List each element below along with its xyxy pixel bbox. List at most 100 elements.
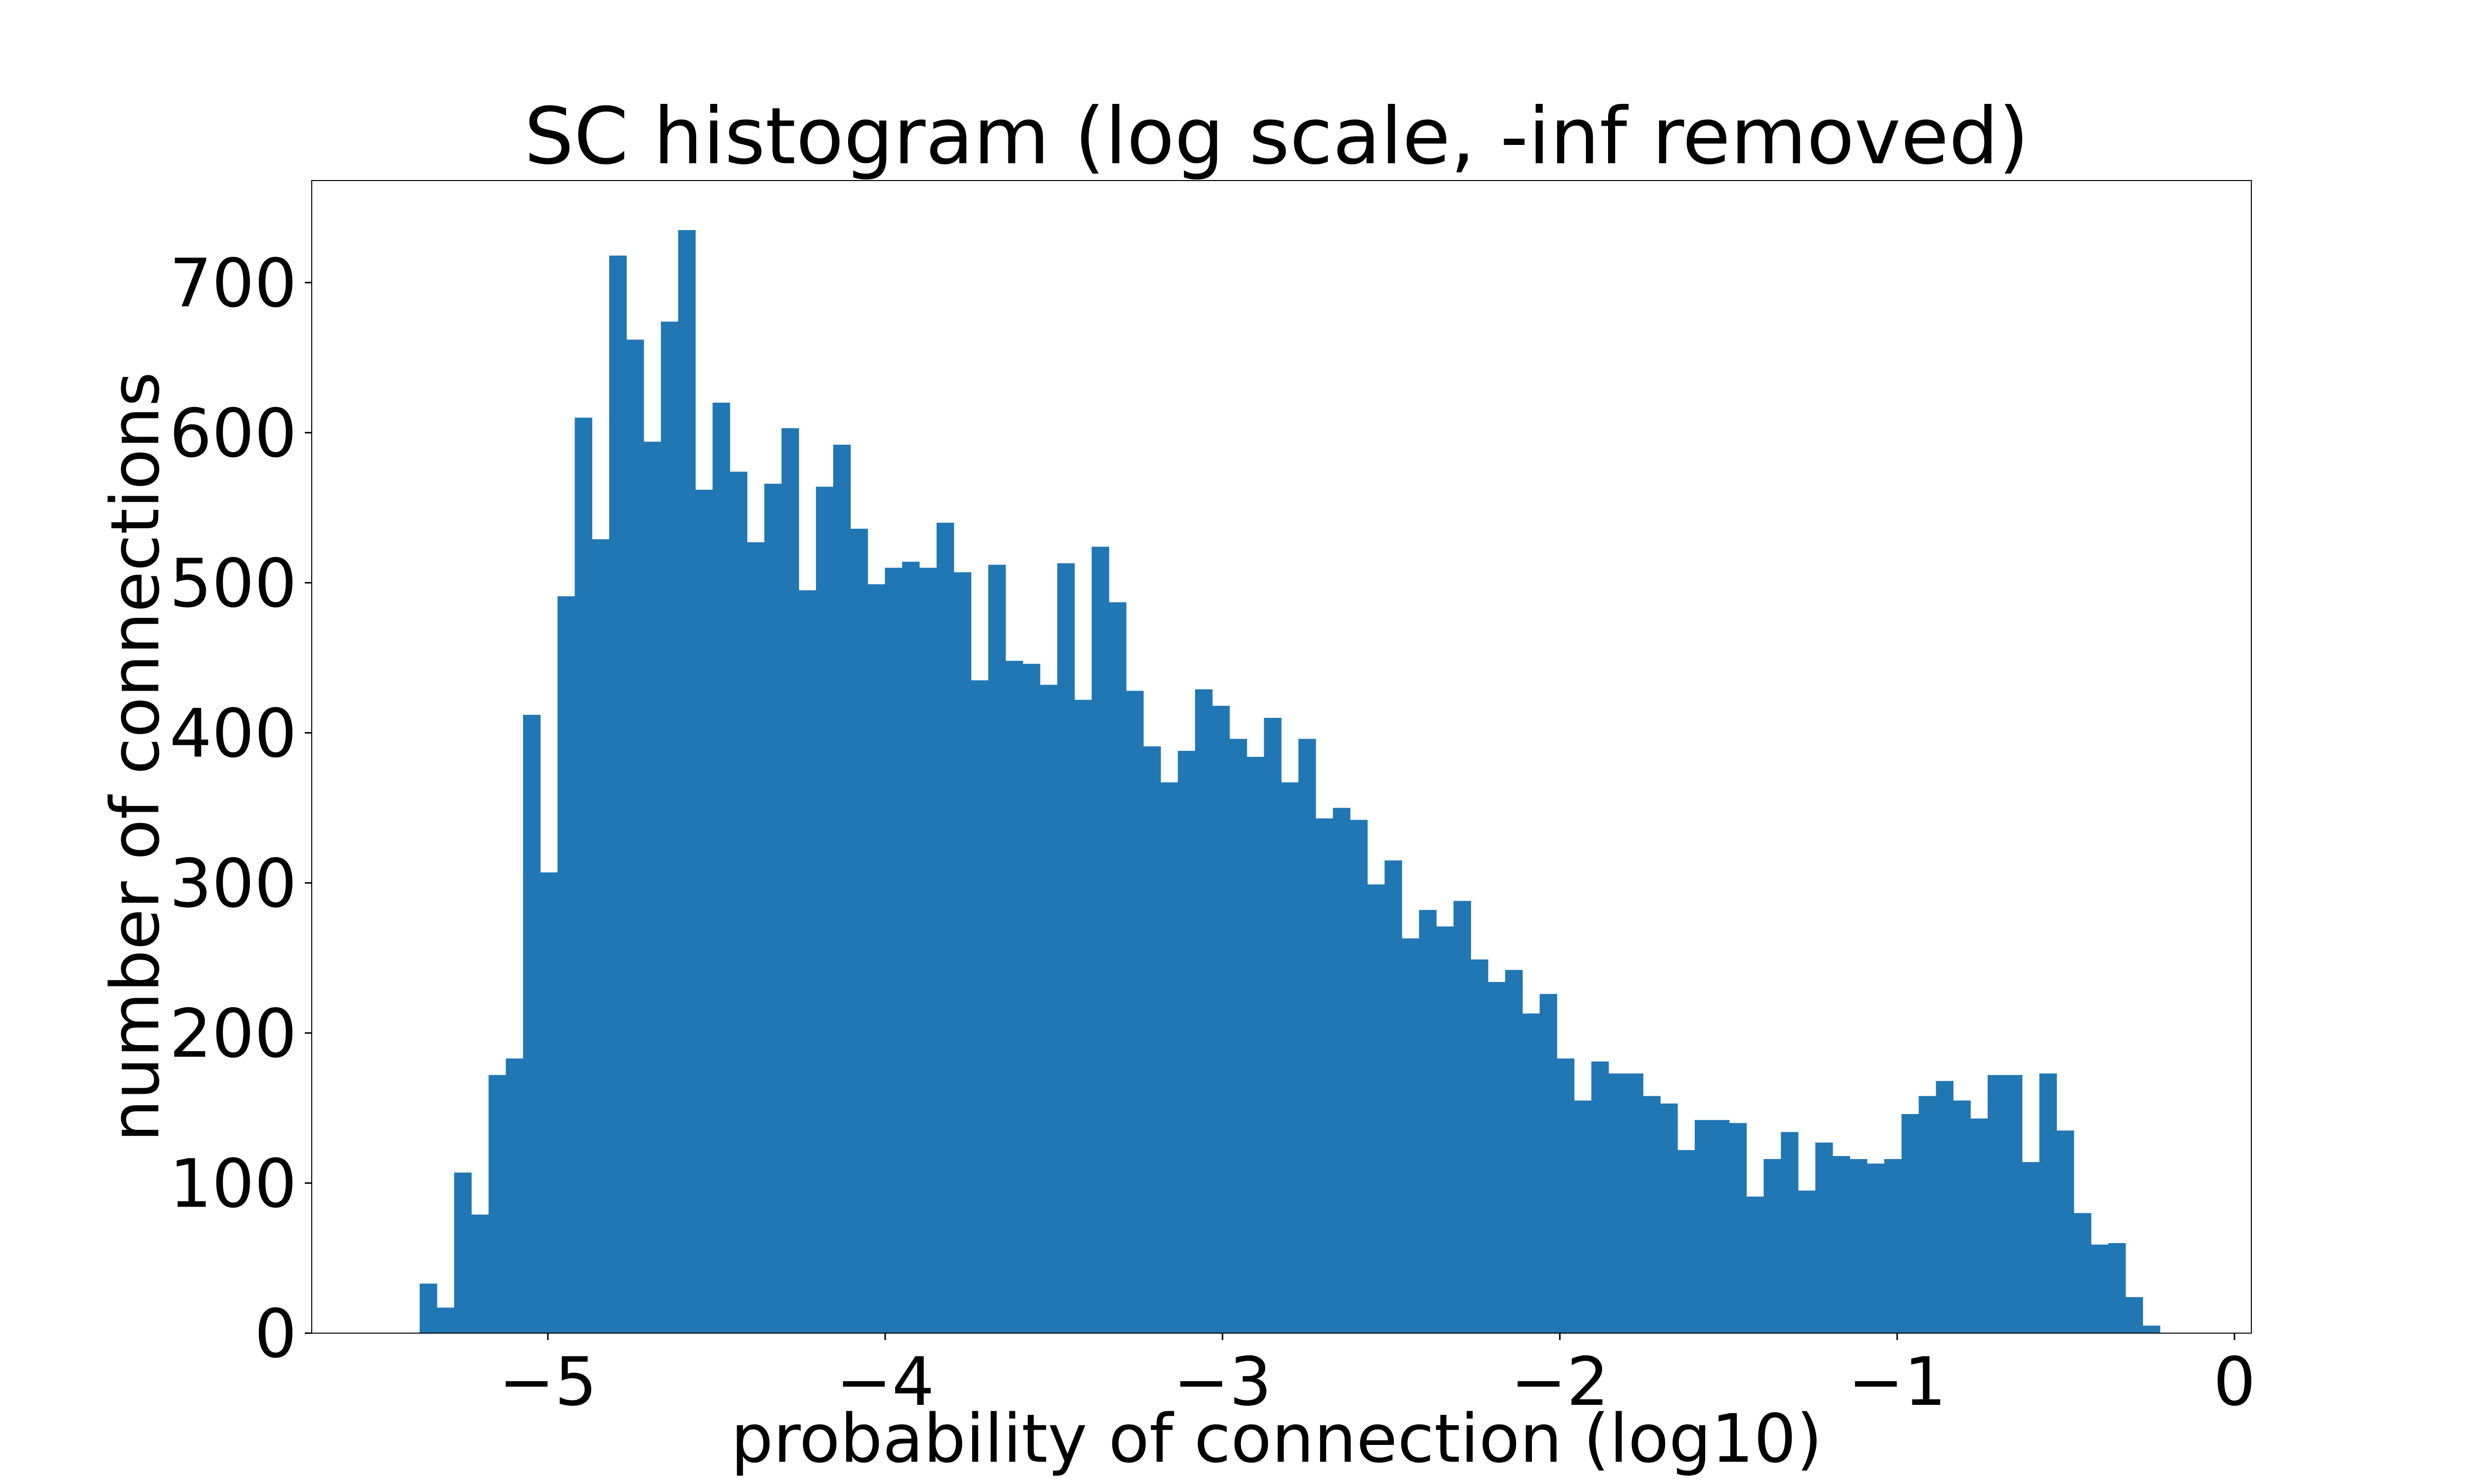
histogram-bar xyxy=(1608,1073,1626,1333)
histogram-bar xyxy=(1884,1159,1902,1333)
histogram-bar xyxy=(1195,689,1213,1333)
histogram-bar xyxy=(1574,1100,1592,1333)
histogram-bar xyxy=(471,1214,489,1333)
histogram-bar xyxy=(1332,808,1351,1333)
y-axis-label: number of connections xyxy=(96,372,174,1142)
histogram-bar xyxy=(850,528,868,1333)
histogram-bar xyxy=(2074,1213,2092,1333)
histogram-bar xyxy=(1022,663,1041,1333)
chart-title: SC histogram (log scale, -inf removed) xyxy=(524,91,2029,182)
histogram-bar xyxy=(919,567,937,1333)
histogram-bar xyxy=(713,403,730,1333)
y-tick-label: 700 xyxy=(169,244,297,322)
histogram-bar xyxy=(2091,1245,2109,1333)
histogram-bar xyxy=(1729,1123,1747,1333)
histogram-bar xyxy=(1763,1159,1781,1333)
y-tick-label: 400 xyxy=(169,695,297,772)
histogram-bar xyxy=(833,444,851,1334)
x-axis: −5 −4 −3 −2 −1 0 xyxy=(499,1333,2256,1421)
histogram-bar xyxy=(661,322,679,1334)
histogram-bar xyxy=(747,542,765,1333)
histogram-bar xyxy=(1781,1132,1799,1333)
histogram-bar xyxy=(1643,1096,1661,1333)
histogram-bar xyxy=(1901,1114,1919,1333)
histogram-bar xyxy=(626,339,644,1333)
histogram-bar xyxy=(678,230,696,1333)
histogram-bar xyxy=(1712,1120,1730,1333)
histogram-bar xyxy=(1298,739,1316,1333)
histogram-bar xyxy=(1264,718,1282,1333)
histogram-bar xyxy=(2039,1073,2057,1333)
histogram-bar xyxy=(816,486,834,1334)
histogram-bar xyxy=(1488,982,1506,1333)
histogram-bar xyxy=(1178,750,1195,1333)
histogram-bar xyxy=(1832,1156,1851,1333)
histogram-bar xyxy=(1591,1061,1609,1333)
x-tick-label: −5 xyxy=(499,1343,597,1421)
x-tick-label: −1 xyxy=(1848,1343,1947,1421)
histogram-bar xyxy=(1384,860,1402,1333)
histogram-bar xyxy=(1867,1163,1885,1333)
histogram-bar xyxy=(2056,1130,2074,1333)
y-tick-label: 100 xyxy=(169,1145,297,1223)
histogram-bar xyxy=(506,1058,523,1333)
histogram-bar xyxy=(1057,563,1075,1333)
y-tick-label: 0 xyxy=(254,1295,297,1373)
x-axis-label: probability of connection (log10) xyxy=(731,1400,1822,1478)
histogram-bar xyxy=(971,680,989,1333)
histogram-bar xyxy=(729,471,748,1333)
x-tick-label: 0 xyxy=(2213,1343,2256,1421)
histogram-bar xyxy=(557,596,575,1333)
x-tick-label: −2 xyxy=(1511,1343,1609,1421)
histogram-bar xyxy=(764,483,782,1333)
histogram-bar xyxy=(643,441,662,1333)
histogram-bar xyxy=(523,715,541,1333)
histogram-bar xyxy=(1005,660,1023,1333)
histogram-bar xyxy=(1229,739,1247,1333)
histogram-bar xyxy=(609,255,627,1334)
histogram-bar xyxy=(781,428,799,1333)
bars-group xyxy=(420,230,2160,1334)
x-tick-label: −3 xyxy=(1173,1343,1272,1421)
histogram-bar xyxy=(1436,926,1454,1333)
y-tick-label: 600 xyxy=(169,395,297,472)
histogram-bar xyxy=(1160,782,1178,1333)
histogram-bar xyxy=(695,489,713,1333)
histogram-bar xyxy=(1695,1120,1713,1333)
histogram-bar xyxy=(902,561,920,1333)
histogram-bar xyxy=(1522,1013,1540,1333)
histogram-bar xyxy=(1505,970,1523,1333)
histogram-bar xyxy=(2004,1075,2023,1333)
y-tick-label: 300 xyxy=(169,845,297,923)
histogram-bar xyxy=(885,567,903,1333)
histogram-bar xyxy=(1953,1100,1971,1333)
histogram-bar xyxy=(488,1075,506,1333)
y-tick-label: 200 xyxy=(169,995,297,1072)
histogram-bar xyxy=(1092,547,1109,1333)
histogram-bar xyxy=(867,584,885,1333)
histogram-bar xyxy=(1350,820,1368,1333)
histogram-bar xyxy=(574,417,592,1333)
histogram-bar xyxy=(1539,994,1558,1333)
x-tick-label: −4 xyxy=(836,1343,934,1421)
histogram-bar xyxy=(1367,884,1385,1333)
histogram-bar xyxy=(799,590,816,1333)
histogram-bar xyxy=(1143,746,1161,1333)
histogram-bar xyxy=(1625,1073,1644,1333)
histogram-bar xyxy=(1402,938,1420,1333)
histogram-bar xyxy=(1126,691,1144,1333)
histogram-bar xyxy=(1471,959,1488,1333)
histogram-bar xyxy=(1212,705,1230,1333)
histogram-bar xyxy=(1109,602,1127,1333)
histogram-bar xyxy=(936,522,954,1333)
histogram-bar xyxy=(953,572,972,1333)
histogram-bar xyxy=(988,564,1006,1333)
histogram-bar xyxy=(1315,818,1333,1333)
histogram-bar xyxy=(1074,699,1092,1333)
histogram-bar xyxy=(2142,1325,2160,1333)
histogram-bar xyxy=(2125,1297,2143,1333)
histogram-bar xyxy=(436,1307,455,1333)
histogram-bar xyxy=(1815,1142,1833,1333)
histogram-bar xyxy=(540,872,558,1333)
